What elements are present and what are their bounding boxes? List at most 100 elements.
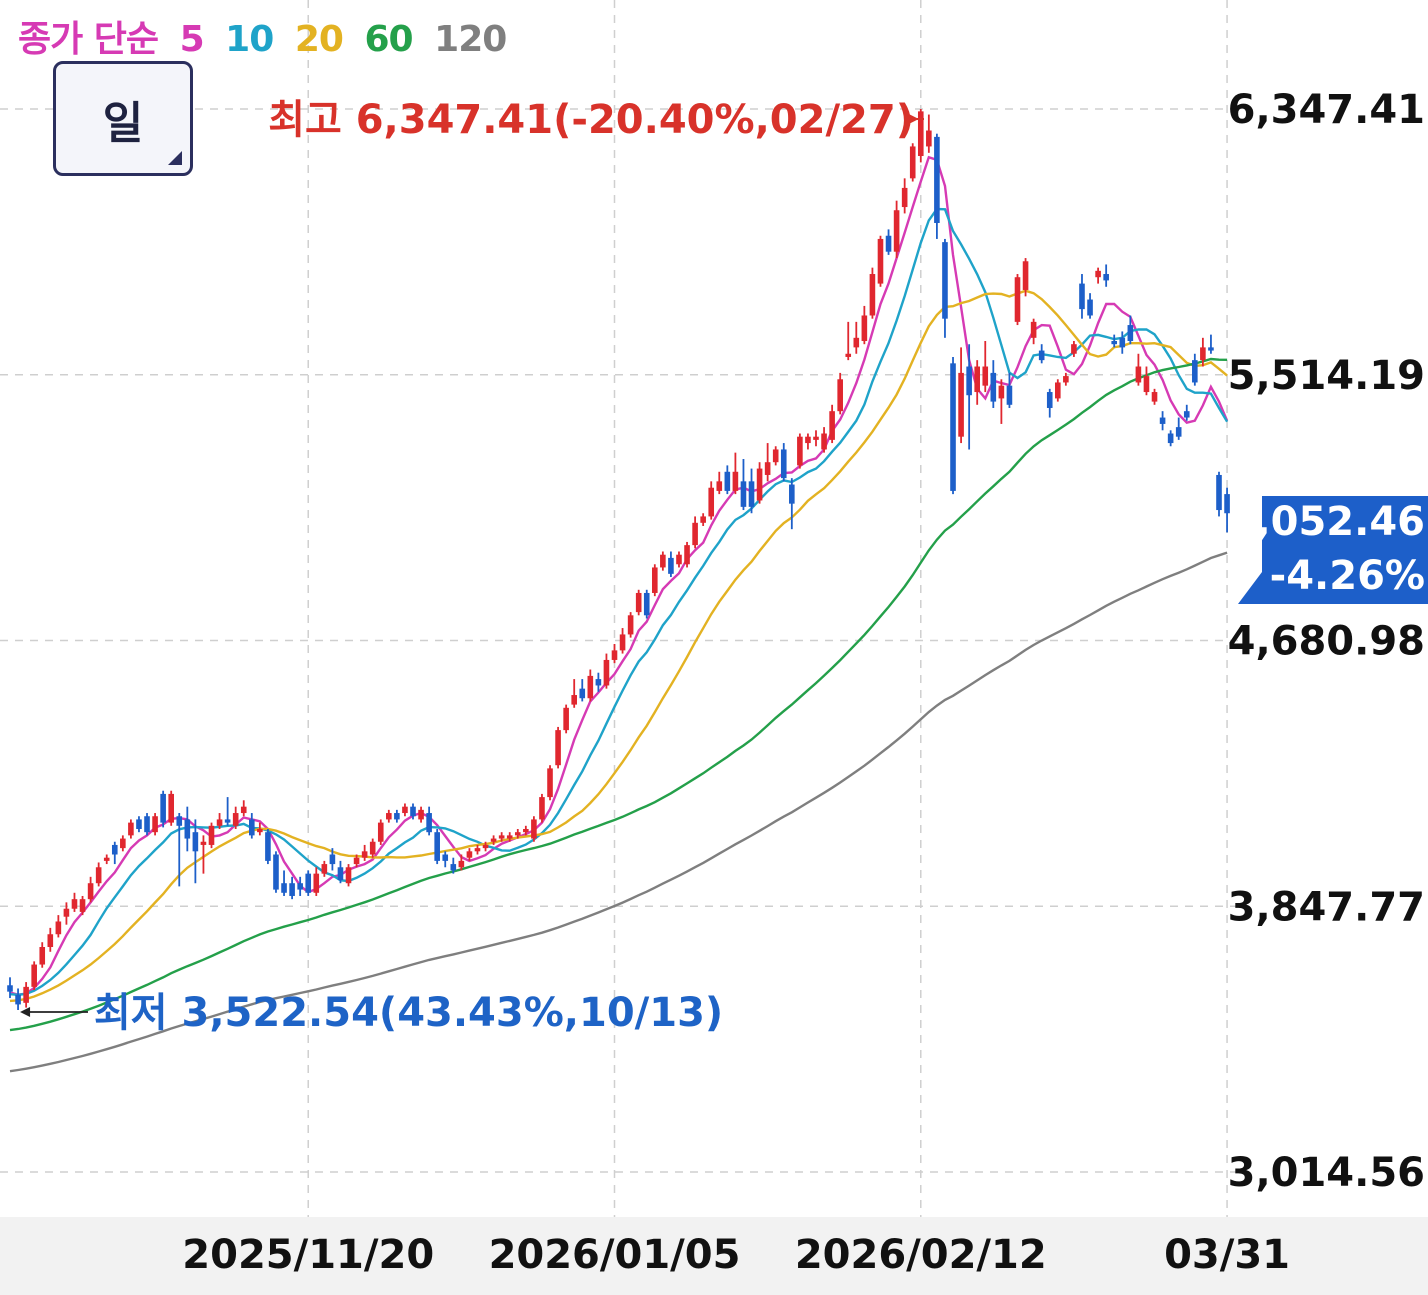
legend-ma60: 60 (364, 19, 413, 60)
candle (265, 828, 271, 865)
candle-body (885, 235, 892, 252)
candle-body (789, 484, 795, 504)
candle (877, 235, 884, 287)
period-button-label: 일 (102, 97, 144, 149)
candle (208, 822, 215, 849)
candle-body (1055, 382, 1061, 399)
candle (353, 854, 360, 868)
candle-body (514, 832, 521, 836)
candle-body (329, 854, 336, 865)
candle (490, 835, 497, 845)
candle-body (587, 675, 594, 699)
candle-body (31, 964, 37, 987)
candle (748, 468, 755, 514)
candle-body (958, 372, 964, 437)
candle (313, 867, 320, 896)
candle (700, 513, 706, 526)
candle (200, 835, 207, 874)
candle-body (313, 873, 320, 893)
candle-body (289, 883, 295, 896)
candle (1200, 337, 1206, 367)
current-price-change: -4.26% (1270, 553, 1425, 599)
candle-body (1030, 321, 1037, 338)
candle-body (571, 695, 577, 705)
candle (1208, 334, 1214, 354)
high-arrow-icon (908, 114, 919, 124)
x-tick-label: 2025/11/20 (182, 1232, 434, 1278)
candle-body (39, 947, 46, 965)
candle-body (950, 363, 956, 491)
candle-body (764, 462, 771, 475)
candle-body (361, 851, 368, 858)
candle-body (144, 816, 150, 833)
legend-ma120: 120 (434, 19, 507, 60)
candle (1103, 264, 1109, 287)
candle (273, 851, 279, 893)
candle-body (1135, 366, 1142, 383)
candle-body (474, 848, 481, 852)
candle (402, 803, 408, 817)
candle-body (450, 864, 457, 871)
candle (426, 806, 432, 836)
candle-body (232, 813, 239, 826)
candle-body (942, 242, 948, 319)
candle-body (1200, 347, 1206, 361)
y-tick-label: 3,847.77 (1228, 884, 1425, 930)
ma-line-5 (9, 155, 1229, 996)
candle-body (772, 449, 779, 463)
x-tick-label: 03/31 (1164, 1232, 1290, 1278)
candle (482, 841, 489, 852)
candle (442, 851, 449, 868)
candle (676, 551, 682, 568)
candle (539, 793, 545, 823)
candle-body (1216, 474, 1222, 511)
candle-body (1006, 385, 1013, 405)
candle (756, 462, 763, 504)
candle (917, 109, 924, 163)
candle-body (1038, 350, 1045, 361)
candle-body (990, 372, 997, 402)
candle-body (1208, 347, 1214, 351)
candle (942, 238, 948, 338)
candle-body (410, 806, 416, 817)
current-price-badge (1238, 496, 1428, 605)
candle (966, 344, 972, 450)
low-arrow-icon (20, 1006, 31, 1017)
candle-body (337, 867, 344, 881)
candle-body (152, 816, 158, 833)
candle-body (442, 854, 449, 861)
candle-body (386, 813, 392, 820)
candle-body (700, 516, 706, 523)
candle-body (813, 436, 819, 440)
candle (136, 816, 142, 833)
period-daily-button[interactable]: 일 (53, 61, 193, 176)
candle-body (555, 730, 561, 766)
candle-body (523, 828, 529, 833)
candle (498, 832, 505, 842)
high-annotation: 최고 6,347.41(-20.40%,02/27) (268, 97, 914, 143)
candle-body (579, 688, 586, 699)
y-tick-label: 6,347.41 (1228, 87, 1425, 133)
candle (152, 813, 158, 836)
candle-body (87, 883, 94, 900)
candle-body (1111, 341, 1118, 345)
candle (619, 628, 626, 654)
candle (361, 844, 368, 861)
candle-body (901, 187, 908, 208)
candle-body (869, 274, 876, 316)
candle-body (200, 841, 207, 845)
candle (466, 848, 473, 861)
candle (668, 551, 674, 578)
candle-body (716, 481, 723, 491)
candle-body (635, 592, 642, 613)
candle-body (756, 468, 763, 501)
candle-body (458, 860, 465, 868)
candle-body (837, 379, 843, 412)
candle (369, 838, 376, 858)
candle (772, 446, 779, 466)
candle (474, 844, 481, 855)
candle (950, 356, 956, 495)
candle (643, 589, 650, 619)
candle-body (853, 337, 860, 348)
